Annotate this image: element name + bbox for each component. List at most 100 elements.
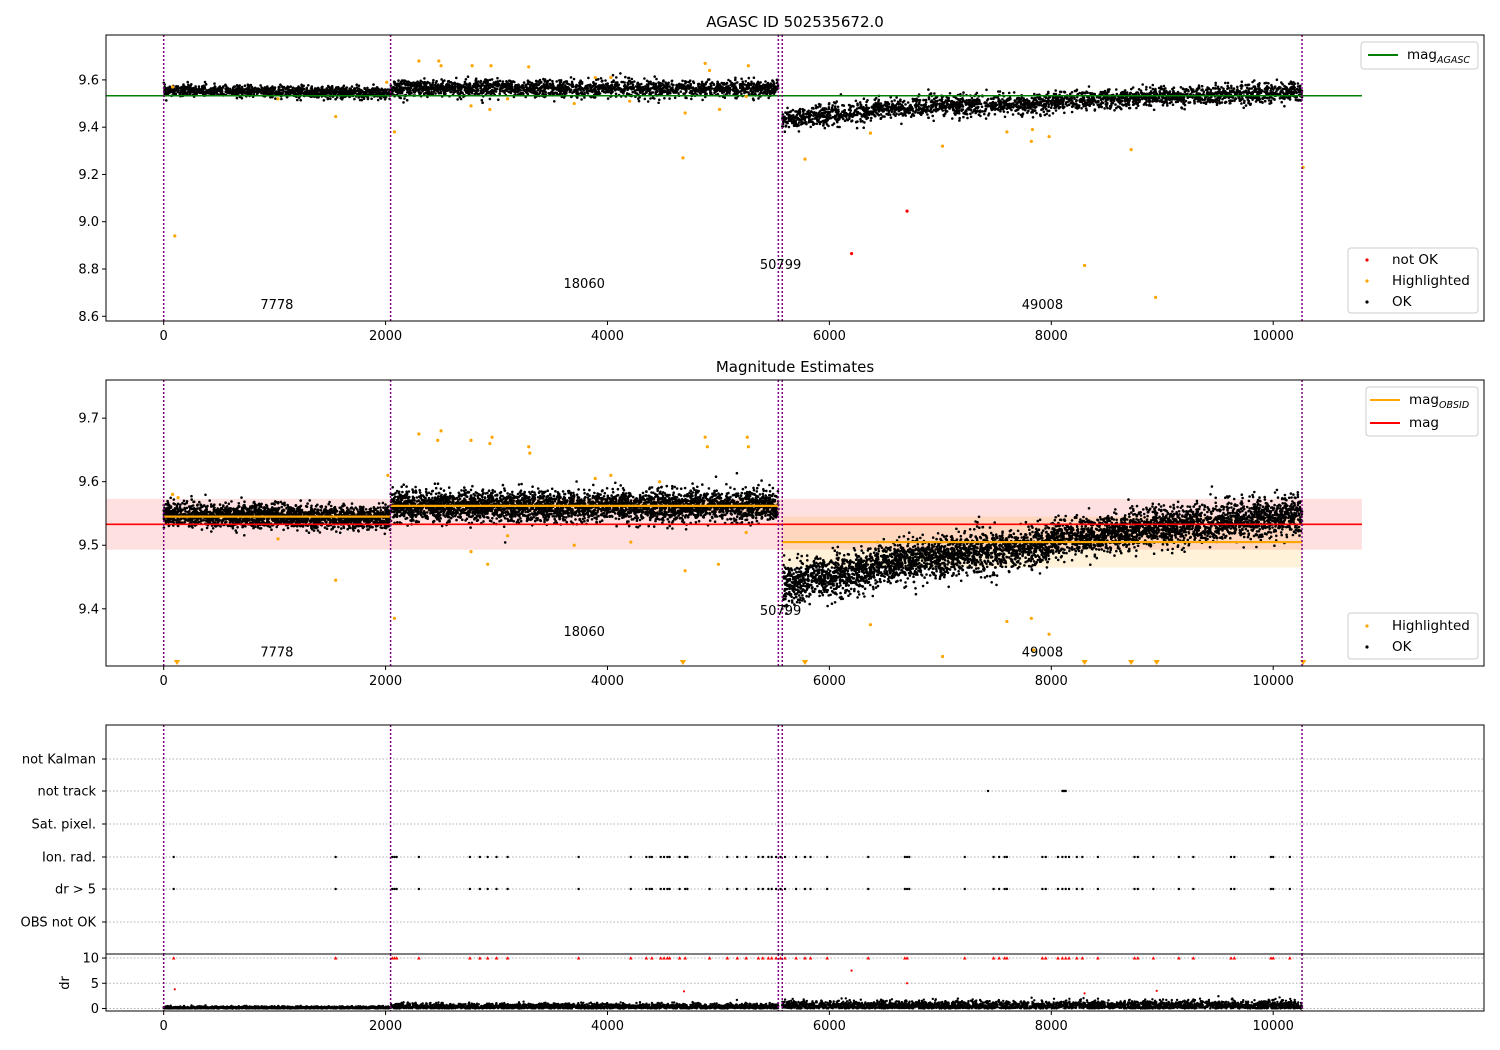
- ok-point: [488, 78, 492, 82]
- ok-point: [527, 88, 530, 91]
- ok-point: [269, 92, 273, 96]
- ok-point: [652, 84, 655, 88]
- ok-point: [869, 119, 873, 122]
- ok-point: [956, 97, 960, 101]
- ok-point: [610, 91, 613, 94]
- ok-point: [699, 88, 703, 91]
- ok-point: [893, 110, 896, 114]
- ok-point: [254, 87, 258, 90]
- ok-point: [911, 113, 914, 117]
- ok-point: [418, 86, 422, 89]
- ok-point: [774, 90, 777, 93]
- ok-point: [752, 98, 755, 102]
- ok-point: [180, 90, 184, 93]
- ok-point: [926, 113, 929, 116]
- ok-point: [472, 82, 476, 86]
- ok-point: [1015, 105, 1019, 109]
- ok-point: [1022, 103, 1026, 106]
- ok-point: [392, 86, 396, 89]
- ok-point: [537, 80, 540, 83]
- ok-point: [278, 86, 281, 89]
- ok-point: [1031, 110, 1034, 114]
- ok-point: [329, 90, 332, 93]
- ok-point: [307, 90, 311, 94]
- ok-point: [498, 79, 502, 83]
- ok-point: [442, 92, 446, 96]
- ok-point: [622, 88, 626, 91]
- ok-point: [838, 115, 842, 119]
- ok-point: [1050, 103, 1054, 107]
- ok-point: [829, 114, 832, 117]
- ok-point: [643, 97, 647, 101]
- ok-point: [991, 97, 995, 100]
- ok-point: [684, 90, 688, 94]
- ok-point: [814, 116, 817, 120]
- ok-point: [927, 116, 930, 120]
- ok-point: [824, 119, 828, 123]
- ok-point: [671, 83, 675, 87]
- ok-point: [1037, 97, 1041, 101]
- ok-point: [343, 91, 347, 94]
- ok-point: [185, 85, 188, 89]
- ok-point: [498, 90, 502, 93]
- ok-point: [1017, 106, 1021, 110]
- ok-point: [948, 92, 952, 95]
- ok-point: [772, 80, 775, 83]
- ok-point: [422, 92, 426, 96]
- ok-point: [284, 92, 288, 96]
- ok-point: [707, 78, 711, 81]
- ok-point: [818, 110, 822, 113]
- ok-point: [212, 87, 215, 90]
- ok-point: [845, 118, 849, 121]
- ok-point: [895, 96, 898, 99]
- ok-point: [700, 83, 703, 87]
- ok-point: [734, 96, 737, 100]
- ok-point: [646, 100, 650, 103]
- ok-point: [1051, 98, 1054, 102]
- ok-point: [716, 92, 720, 96]
- ok-point: [932, 119, 935, 123]
- ok-point: [397, 79, 400, 82]
- ok-point: [879, 116, 883, 120]
- ok-point: [1043, 99, 1047, 102]
- ok-point: [262, 90, 265, 93]
- ok-point: [509, 91, 513, 95]
- ok-point: [528, 80, 531, 84]
- ok-point: [948, 107, 951, 110]
- ok-point: [648, 87, 651, 91]
- ok-point: [220, 88, 224, 92]
- ok-point: [297, 96, 301, 100]
- ok-point: [877, 106, 880, 109]
- ok-point: [759, 81, 762, 84]
- ok-point: [740, 92, 743, 95]
- ok-point: [243, 84, 247, 87]
- ok-point: [924, 103, 927, 107]
- ok-point: [559, 88, 563, 91]
- ok-point: [794, 122, 797, 125]
- ok-point: [748, 86, 751, 90]
- ok-point: [553, 87, 556, 91]
- ok-point: [1240, 87, 1243, 90]
- ok-point: [311, 90, 315, 94]
- ok-point: [842, 117, 845, 121]
- ok-point: [1009, 104, 1013, 108]
- ok-point: [802, 112, 805, 115]
- ok-point: [960, 109, 963, 113]
- ok-point: [604, 79, 607, 82]
- ok-point: [330, 84, 334, 88]
- ok-point: [329, 97, 332, 100]
- ok-point: [709, 91, 712, 94]
- ok-point: [705, 92, 708, 96]
- ok-point: [407, 80, 410, 83]
- ok-point: [574, 89, 577, 93]
- ok-point: [419, 79, 423, 83]
- ok-point: [886, 101, 889, 104]
- ok-point: [652, 87, 655, 90]
- ok-point: [632, 87, 635, 91]
- ok-point: [585, 88, 589, 92]
- ok-point: [716, 84, 719, 87]
- ok-point: [376, 98, 380, 102]
- ok-point: [924, 98, 928, 102]
- ok-point: [492, 85, 495, 89]
- ok-point: [1158, 100, 1161, 103]
